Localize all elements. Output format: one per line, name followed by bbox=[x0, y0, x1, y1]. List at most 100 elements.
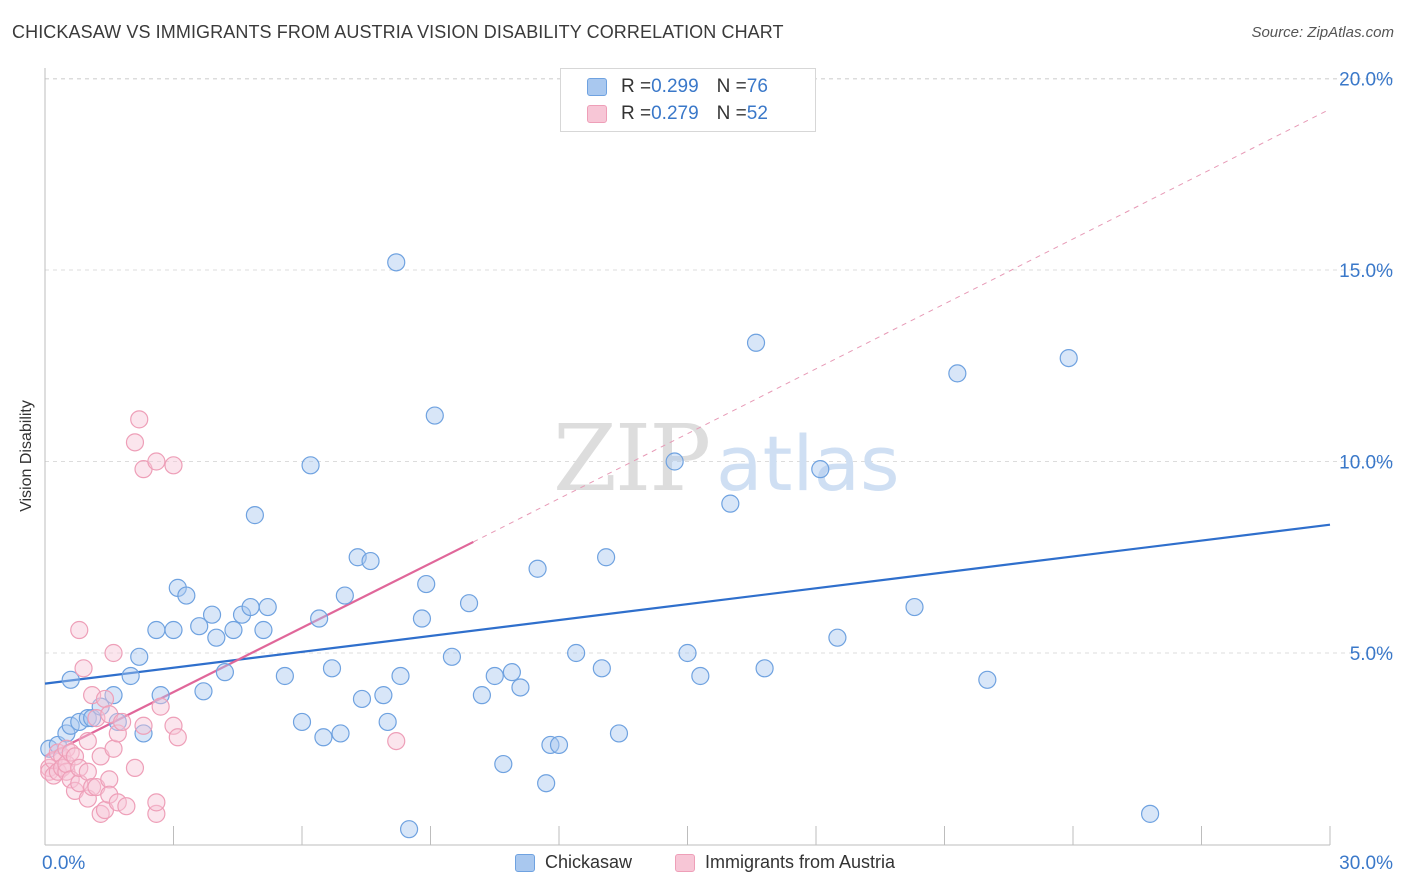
x-tick-label-max: 30.0% bbox=[1339, 853, 1393, 874]
chickasaw-point bbox=[335, 586, 354, 605]
chickasaw-point bbox=[1059, 348, 1078, 368]
watermark-atlas: atlas bbox=[716, 419, 900, 508]
austria-point bbox=[83, 777, 102, 797]
chickasaw-point bbox=[412, 609, 432, 628]
y-axis-label: Vision Disability bbox=[18, 400, 35, 512]
chickasaw-point bbox=[104, 686, 123, 705]
chickasaw-point bbox=[417, 574, 436, 594]
chickasaw-point bbox=[331, 724, 350, 743]
chickasaw-point bbox=[202, 605, 222, 624]
chickasaw-point bbox=[721, 494, 740, 513]
chickasaw-point bbox=[61, 670, 80, 689]
austria-point bbox=[112, 712, 132, 732]
chickasaw-point bbox=[948, 364, 967, 383]
austria-point bbox=[95, 689, 115, 709]
series-legend-chickasaw: Chickasaw bbox=[515, 852, 632, 873]
chickasaw-point bbox=[755, 659, 774, 678]
austria-point bbox=[130, 410, 149, 429]
y-tick-label: 10.0% bbox=[1339, 453, 1393, 474]
austria-point bbox=[104, 739, 123, 758]
chickasaw-point bbox=[609, 724, 629, 743]
chickasaw-point bbox=[275, 666, 294, 686]
points-layer bbox=[40, 253, 1160, 839]
chickasaw-point bbox=[442, 647, 462, 666]
austria-point bbox=[108, 793, 127, 812]
watermark-zip: ZIP bbox=[553, 405, 709, 512]
x-tick-label-min: 0.0% bbox=[42, 853, 85, 874]
chickasaw-point bbox=[494, 754, 513, 774]
y-tick-label: 20.0% bbox=[1339, 70, 1393, 91]
chart-title: CHICKASAW VS IMMIGRANTS FROM AUSTRIA VIS… bbox=[12, 22, 784, 42]
austria-point bbox=[65, 747, 85, 766]
chickasaw-point bbox=[194, 682, 213, 701]
legend-n-value: 52 bbox=[746, 103, 768, 124]
chickasaw-point bbox=[828, 628, 847, 647]
axis-layer bbox=[44, 68, 1331, 846]
legend-swatch-chickasaw bbox=[587, 78, 607, 96]
legend-r-value: 0.279 bbox=[651, 103, 699, 124]
legend-n-value: 76 bbox=[746, 76, 768, 97]
chickasaw-point bbox=[537, 774, 556, 793]
austria-point bbox=[74, 659, 93, 678]
chickasaw-point bbox=[258, 597, 277, 617]
austria-point bbox=[147, 452, 166, 471]
chickasaw-point bbox=[207, 628, 226, 647]
chickasaw-point bbox=[592, 659, 611, 678]
chickasaw-point bbox=[502, 663, 521, 682]
chickasaw-point bbox=[310, 609, 329, 628]
legend-n-label: N = bbox=[716, 76, 747, 97]
chickasaw-point bbox=[597, 548, 616, 567]
chickasaw-point bbox=[130, 647, 149, 666]
chickasaw-trendline bbox=[44, 523, 1331, 685]
chickasaw-point bbox=[459, 594, 479, 613]
legend-row-chickasaw: R = 0.299 N = 76 bbox=[587, 75, 768, 99]
legend-r-label: R = bbox=[621, 103, 652, 124]
austria-point bbox=[104, 643, 123, 663]
austria-point bbox=[125, 758, 145, 778]
chickasaw-point bbox=[190, 617, 209, 636]
austria-point bbox=[134, 716, 153, 735]
chickasaw-point bbox=[147, 620, 166, 640]
chickasaw-point bbox=[254, 620, 273, 640]
chickasaw-point bbox=[399, 820, 419, 839]
austria-point bbox=[70, 758, 89, 778]
chickasaw-point bbox=[678, 643, 697, 663]
chickasaw-point bbox=[177, 586, 196, 605]
austria-point bbox=[164, 716, 183, 735]
chickasaw-point bbox=[322, 659, 342, 678]
chickasaw-point bbox=[301, 456, 320, 475]
legend-row-austria: R = 0.279 N = 52 bbox=[587, 102, 768, 126]
series-name-chickasaw: Chickasaw bbox=[545, 852, 633, 872]
austria-point bbox=[117, 797, 136, 816]
austria-point bbox=[100, 770, 119, 789]
chickasaw-point bbox=[665, 452, 684, 471]
chickasaw-point bbox=[241, 597, 260, 617]
legend-n-label: N = bbox=[716, 103, 747, 124]
austria-point bbox=[78, 762, 97, 781]
y-tick-label: 15.0% bbox=[1339, 261, 1393, 282]
austria-trendline-extension bbox=[473, 108, 1331, 543]
chickasaw-point bbox=[292, 712, 312, 732]
chickasaw-point bbox=[391, 666, 410, 686]
chickasaw-point bbox=[511, 678, 530, 697]
chickasaw-point bbox=[978, 670, 997, 689]
chickasaw-point bbox=[746, 333, 766, 352]
trend-layer bbox=[44, 108, 1331, 758]
chickasaw-point bbox=[528, 559, 547, 578]
austria-point bbox=[387, 731, 406, 751]
chickasaw-point bbox=[245, 506, 264, 525]
chickasaw-point bbox=[352, 689, 372, 709]
legend-r-label: R = bbox=[621, 76, 652, 97]
legend-r-value: 0.299 bbox=[651, 76, 699, 97]
chickasaw-point bbox=[811, 460, 830, 479]
series-legend-austria: Immigrants from Austria bbox=[675, 852, 895, 873]
chickasaw-point bbox=[361, 551, 380, 571]
austria-point bbox=[78, 731, 97, 751]
austria-point bbox=[151, 697, 170, 716]
chickasaw-point bbox=[121, 666, 140, 686]
chart-source: Source: ZipAtlas.com bbox=[1251, 24, 1394, 41]
watermark: ZIP atlas bbox=[553, 405, 900, 512]
chickasaw-point bbox=[374, 686, 393, 705]
chickasaw-point bbox=[905, 597, 924, 617]
chickasaw-point bbox=[378, 712, 397, 732]
